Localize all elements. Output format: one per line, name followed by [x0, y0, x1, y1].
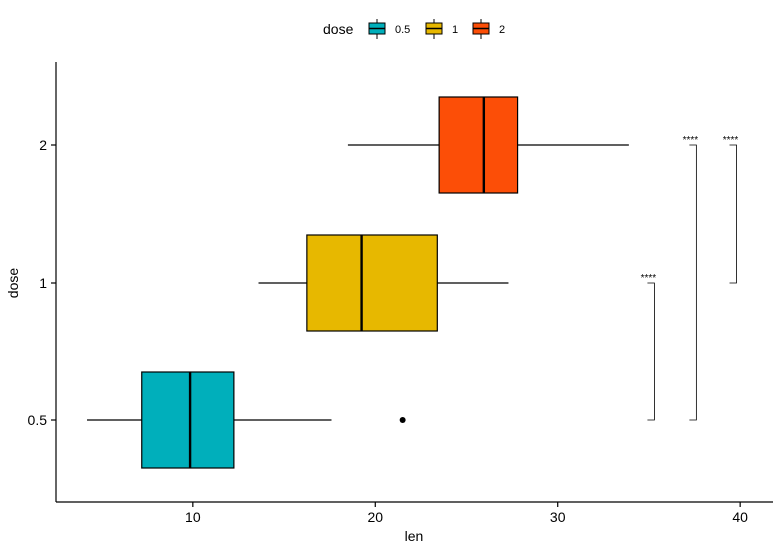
bracket-line [689, 144, 697, 421]
y-tick-label: 0.5 [28, 412, 48, 428]
legend: dose 0.5 1 2 [323, 19, 505, 39]
significance-bracket: **** [683, 135, 699, 421]
box-group-2 [347, 96, 629, 194]
legend-label: 0.5 [395, 24, 410, 36]
box-group-1 [258, 234, 509, 332]
x-tick-label: 30 [550, 509, 566, 525]
significance-label: **** [723, 135, 739, 146]
significance-bracket: **** [641, 273, 657, 421]
y-tick-label: 1 [39, 275, 47, 291]
legend-item-1: 1 [425, 19, 458, 39]
significance-label: **** [641, 273, 657, 284]
axis-ticks: 10 20 30 40 0.5 1 2 [28, 137, 749, 525]
y-tick-label: 2 [39, 137, 47, 153]
bracket-line [647, 282, 655, 421]
box [141, 371, 235, 469]
legend-label: 1 [452, 24, 458, 36]
legend-item-2: 2 [472, 19, 505, 39]
legend-title: dose [323, 21, 354, 37]
legend-label: 2 [499, 24, 505, 36]
plot-area: **** **** **** [87, 96, 739, 469]
x-tick-label: 10 [185, 509, 201, 525]
outlier-point [399, 417, 406, 423]
significance-label: **** [683, 135, 699, 146]
box-group-0_5 [87, 371, 406, 469]
x-tick-label: 20 [367, 509, 383, 525]
legend-item-0_5: 0.5 [368, 19, 410, 39]
significance-bracket: **** [723, 135, 739, 284]
bracket-line [729, 144, 737, 284]
box [438, 96, 519, 194]
x-tick-label: 40 [732, 509, 748, 525]
y-axis-title: dose [5, 268, 21, 299]
box [306, 234, 438, 332]
x-axis-title: len [405, 528, 424, 544]
